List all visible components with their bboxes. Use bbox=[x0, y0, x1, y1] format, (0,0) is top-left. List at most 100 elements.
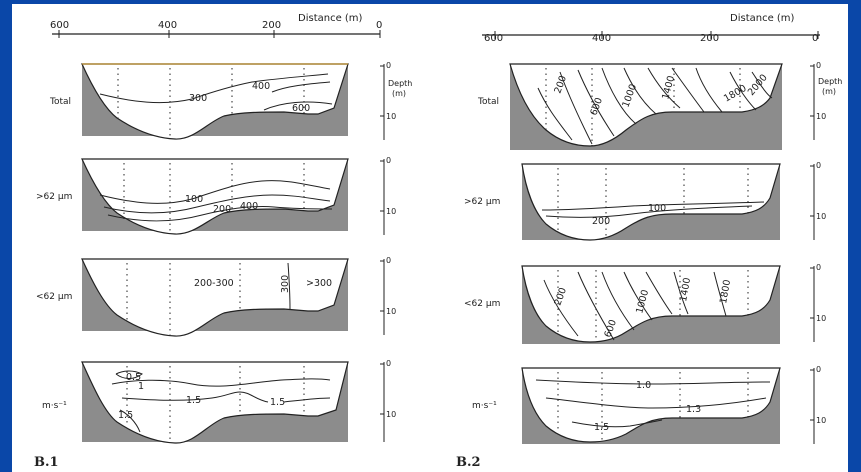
contour-line bbox=[119, 409, 141, 433]
contour-line bbox=[535, 379, 771, 385]
contour-label: 200 bbox=[592, 216, 610, 227]
left-row-fine: 200-300 300 >300 <62 µm 0 10 bbox=[36, 256, 396, 337]
row-label: >62 µm bbox=[464, 197, 500, 207]
right-figure: Distance (m) 600 400 200 0 200 600 1000 bbox=[456, 13, 842, 470]
right-tick-label: 400 bbox=[592, 33, 611, 44]
contour-label: 100 bbox=[185, 194, 203, 205]
contour-line bbox=[543, 279, 579, 337]
contour-line bbox=[671, 67, 705, 113]
right-tick-label: 600 bbox=[484, 33, 503, 44]
contour-line bbox=[263, 101, 333, 111]
row-label: Total bbox=[477, 97, 499, 107]
contour-line bbox=[645, 271, 673, 315]
contour-line bbox=[283, 397, 331, 403]
channel-water bbox=[81, 63, 349, 140]
contour-line bbox=[541, 201, 765, 211]
contour-line bbox=[577, 271, 615, 341]
right-tick-label: 0 bbox=[812, 33, 818, 44]
depth-tick-label: 10 bbox=[816, 314, 826, 323]
contour-line bbox=[103, 194, 331, 214]
left-tick-label: 400 bbox=[158, 20, 177, 31]
cross-section-figure: Distance (m) 600 400 200 0 300 400 600 T… bbox=[34, 13, 842, 470]
contour-line bbox=[601, 67, 637, 125]
depth-tick-label: 10 bbox=[386, 307, 396, 316]
depth-tick-label: 0 bbox=[816, 161, 821, 170]
depth-tick-label: 0 bbox=[386, 256, 391, 265]
panel-label: B.2 bbox=[456, 455, 481, 470]
depth-tick-label: 0 bbox=[816, 61, 821, 70]
contour-label: 1.3 bbox=[686, 404, 701, 415]
depth-tick-label: 10 bbox=[386, 112, 396, 121]
contour-line bbox=[647, 67, 681, 109]
contour-label: 300 bbox=[280, 275, 291, 293]
contour-label: 1800 bbox=[718, 279, 733, 305]
channel-water bbox=[521, 367, 781, 443]
left-tick-label: 600 bbox=[50, 20, 69, 31]
depth-tick-label: 10 bbox=[816, 112, 826, 121]
contour-label: 1.0 bbox=[636, 380, 651, 391]
contour-line bbox=[271, 81, 331, 93]
contour-line bbox=[111, 378, 331, 387]
right-tick-label: 200 bbox=[700, 33, 719, 44]
contour-line bbox=[99, 73, 329, 104]
row-label: m·s⁻¹ bbox=[472, 401, 497, 411]
right-row-total: 200 600 1000 1400 1800 2000 Total 0 10 D… bbox=[477, 61, 842, 150]
contour-line bbox=[121, 391, 269, 403]
right-axis-title: Distance (m) bbox=[730, 13, 795, 24]
row-label: m·s⁻¹ bbox=[42, 401, 67, 411]
contour-line bbox=[545, 205, 753, 218]
contour-label: 100 bbox=[648, 203, 666, 214]
left-row-velocity: 0.5 1 1.5 1.5 1.5 m·s⁻¹ 0 10 bbox=[42, 359, 396, 444]
depth-unit: (m) bbox=[392, 89, 406, 98]
channel-water bbox=[521, 163, 781, 241]
depth-tick-label: 10 bbox=[386, 207, 396, 216]
left-figure: Distance (m) 600 400 200 0 300 400 600 T… bbox=[34, 13, 412, 470]
contour-label: 0.5 bbox=[126, 372, 141, 383]
row-label: Total bbox=[49, 97, 71, 107]
contour-line bbox=[537, 87, 573, 141]
contour-line bbox=[713, 271, 727, 317]
depth-tick-label: 0 bbox=[816, 365, 821, 374]
contour-line bbox=[729, 71, 757, 111]
contour-label: 200 bbox=[213, 204, 231, 215]
contour-line bbox=[107, 206, 333, 222]
contour-line bbox=[571, 419, 663, 428]
contour-line bbox=[115, 370, 143, 379]
contour-label: 400 bbox=[240, 201, 258, 212]
contour-line bbox=[545, 397, 767, 409]
contour-line bbox=[623, 67, 657, 115]
depth-title: Depth bbox=[388, 79, 412, 88]
depth-unit: (m) bbox=[822, 87, 836, 96]
right-row-fine: 200 600 1000 1400 1800 <62 µm 0 10 bbox=[464, 263, 826, 344]
left-axis-title: Distance (m) bbox=[298, 13, 363, 24]
depth-tick-label: 10 bbox=[386, 410, 396, 419]
channel-water bbox=[509, 63, 783, 147]
contour-line bbox=[623, 271, 653, 321]
contour-label: 1.5 bbox=[118, 410, 133, 421]
depth-tick-label: 0 bbox=[386, 359, 391, 368]
contour-label: >300 bbox=[306, 278, 332, 289]
row-label: <62 µm bbox=[36, 292, 72, 302]
channel-water bbox=[521, 265, 781, 343]
contour-line bbox=[99, 180, 331, 204]
contour-label: 300 bbox=[189, 93, 207, 104]
panel-label: B.1 bbox=[34, 455, 59, 470]
contour-label: 1 bbox=[138, 381, 144, 392]
contour-line bbox=[577, 69, 615, 137]
row-label: >62 µm bbox=[36, 192, 72, 202]
contour-label: 1.5 bbox=[270, 397, 285, 408]
figure-paper: Distance (m) 600 400 200 0 300 400 600 T… bbox=[12, 4, 848, 472]
right-row-velocity: 1.0 1.3 1.5 m·s⁻¹ 0 10 bbox=[472, 365, 826, 444]
left-tick-label: 0 bbox=[376, 20, 382, 31]
depth-tick-label: 10 bbox=[816, 416, 826, 425]
contour-label: 1400 bbox=[678, 277, 693, 303]
depth-tick-label: 10 bbox=[816, 212, 826, 221]
left-tick-label: 200 bbox=[262, 20, 281, 31]
contour-label: 600 bbox=[292, 103, 310, 114]
left-row-total: 300 400 600 Total 0 10 Depth (m) bbox=[49, 61, 412, 140]
contour-line bbox=[287, 262, 291, 310]
contour-line bbox=[559, 71, 593, 145]
right-row-coarse: 100 200 >62 µm 0 10 bbox=[464, 161, 826, 241]
depth-title: Depth bbox=[818, 77, 842, 86]
